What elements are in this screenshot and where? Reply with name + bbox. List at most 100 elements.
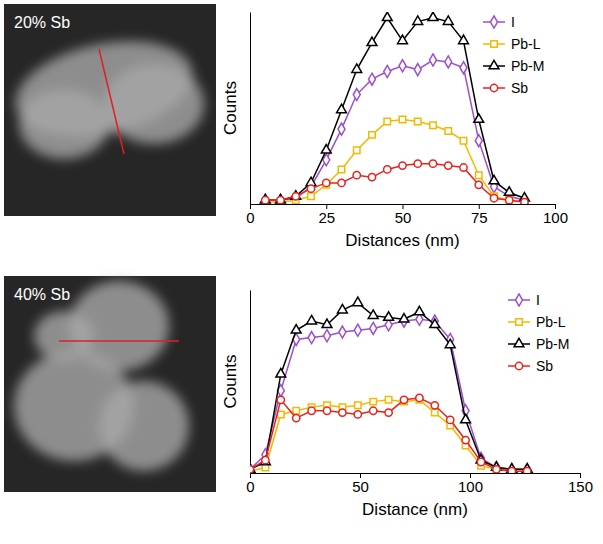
marker <box>490 195 497 202</box>
marker <box>384 312 394 321</box>
marker <box>509 468 515 473</box>
marker <box>460 164 467 171</box>
panel-title: 40% Sb <box>14 286 70 303</box>
marker <box>384 65 391 77</box>
x-tick-label: 25 <box>318 209 335 226</box>
legend-marker <box>491 41 497 47</box>
legend-marker <box>514 338 524 347</box>
scan-line <box>99 49 124 154</box>
marker <box>307 315 317 324</box>
x-tick: 0 <box>246 473 254 495</box>
marker <box>262 197 269 204</box>
plot-area <box>260 12 529 204</box>
marker <box>413 16 423 25</box>
marker <box>260 456 270 465</box>
x-tick: 0 <box>246 204 254 226</box>
legend-marker <box>490 84 497 91</box>
marker <box>250 466 254 473</box>
marker <box>475 181 482 188</box>
marker <box>338 123 345 135</box>
series-line <box>265 18 524 200</box>
particles <box>7 26 204 159</box>
marker <box>276 368 286 377</box>
particle <box>19 89 109 159</box>
marker <box>322 319 332 328</box>
marker <box>415 118 421 124</box>
marker <box>370 407 377 414</box>
marker <box>430 319 440 328</box>
marker <box>368 173 375 180</box>
marker <box>445 56 452 68</box>
marker <box>384 118 390 124</box>
marker <box>352 64 362 73</box>
y-axis-line <box>250 291 251 474</box>
marker <box>462 436 469 443</box>
marker <box>353 172 360 179</box>
marker <box>399 116 405 122</box>
legend-label: Pb-M <box>511 58 544 74</box>
marker <box>459 35 469 44</box>
marker <box>428 12 438 21</box>
x-tick-label: 100 <box>458 478 483 495</box>
legend-entry: I <box>508 292 540 308</box>
legend-marker <box>516 319 522 325</box>
marker <box>475 135 482 147</box>
marker <box>338 179 345 186</box>
marker <box>399 162 406 169</box>
x-tick-label: 150 <box>568 478 593 495</box>
x-tick: 50 <box>352 473 369 495</box>
marker <box>414 64 421 76</box>
marker <box>308 407 315 414</box>
x-tick: 75 <box>471 204 488 226</box>
marker <box>504 187 514 196</box>
marker <box>476 172 482 178</box>
marker <box>355 402 361 408</box>
marker <box>308 193 314 199</box>
marker <box>460 62 467 74</box>
x-tick: 100 <box>458 473 483 495</box>
panel-title: 20% Sb <box>14 14 70 31</box>
x-axis: 0 50 100 150 <box>246 473 593 495</box>
legend: IPb-LPb-MSb <box>483 14 544 96</box>
series-line <box>250 398 527 471</box>
marker <box>432 409 438 415</box>
marker <box>278 411 284 417</box>
marker <box>400 396 407 403</box>
marker <box>368 310 378 319</box>
y-axis-title: Counts <box>221 81 240 135</box>
marker <box>445 128 451 134</box>
marker <box>292 192 299 204</box>
particles <box>14 281 189 471</box>
legend-entry: I <box>483 14 515 30</box>
x-tick-label: 0 <box>246 478 254 495</box>
x-tick-label: 100 <box>543 209 568 226</box>
x-axis-title: Distances (nm) <box>345 231 459 250</box>
marker <box>460 137 466 143</box>
figure: 20% Sb 0 25 50 75 100 Distances (nm) Counts I Pb-… <box>0 0 603 544</box>
marker <box>293 414 300 421</box>
marker <box>399 314 409 323</box>
y-axis-title: Counts <box>221 355 240 409</box>
marker <box>307 185 314 192</box>
marker <box>506 197 513 204</box>
legend-marker <box>515 362 522 369</box>
x-tick: 100 <box>543 204 568 226</box>
marker <box>384 166 391 173</box>
marker <box>493 466 500 473</box>
marker <box>477 458 484 465</box>
image-ground <box>4 4 216 216</box>
x-tick-label: 0 <box>246 209 254 226</box>
particle <box>34 311 94 361</box>
x-tick-label: 50 <box>352 478 369 495</box>
legend-label: Pb-L <box>511 36 541 52</box>
marker <box>262 457 269 464</box>
particle <box>99 381 189 471</box>
x-tick-label: 75 <box>471 209 488 226</box>
marker <box>308 332 315 344</box>
legend-entry: Pb-L <box>508 314 566 330</box>
marker <box>339 326 346 338</box>
chart: 050100150Distance (nm)CountsIPb-LPb-MSb <box>221 291 593 520</box>
marker <box>414 306 424 315</box>
legend-label: Sb <box>536 358 553 374</box>
series-line <box>265 164 524 202</box>
